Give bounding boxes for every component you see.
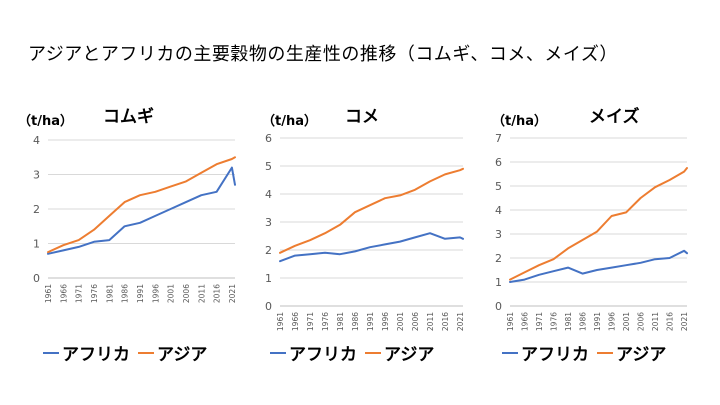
legend-label-asia: アジア	[157, 345, 208, 365]
y-tick-label: 5	[495, 180, 502, 193]
x-tick-label: 1986	[351, 312, 360, 331]
rice-chart-panel: （t/ha） コメ 0 1 2 3 4 5 6 1961 1966 1971 1976 1981 198…	[250, 100, 480, 400]
x-tick-label: 2016	[213, 284, 222, 303]
x-tick-label: 1971	[306, 312, 315, 331]
y-tick-label: 1	[33, 238, 40, 251]
series-line-africa	[279, 232, 464, 263]
x-tick-label: 2011	[426, 312, 435, 331]
y-tick-label: 2	[33, 203, 40, 216]
series-line-asia	[47, 156, 236, 254]
page-title: アジアとアフリカの主要穀物の生産性の推移（コムギ、コメ、メイズ）	[28, 44, 618, 65]
legend: アフリカ アジア	[270, 340, 442, 365]
x-tick-label: 1976	[90, 284, 99, 303]
legend-label-asia: アジア	[384, 345, 435, 365]
y-tick-label: 3	[265, 216, 272, 229]
chart-title: メイズ	[589, 107, 640, 127]
x-tick-label: 1961	[44, 284, 53, 303]
y-tick-label: 1	[495, 276, 502, 289]
chart-title: コメ	[345, 107, 379, 127]
legend-label-africa: アフリカ	[289, 345, 357, 365]
legend-swatch-asia	[138, 351, 154, 354]
x-tick-label: 2001	[396, 312, 405, 331]
legend-label-asia: アジア	[616, 345, 667, 365]
y-unit-label: （t/ha）	[492, 114, 547, 129]
rice-chart: 0 1 2 3 4 5 6 1961 1966 1971 1976 1981 1986 1991 1996 2…	[265, 132, 465, 331]
y-unit-label: （t/ha）	[18, 114, 73, 129]
legend-swatch-asia	[365, 351, 381, 354]
x-tick-label: 2006	[182, 284, 191, 303]
x-tick-label: 1961	[506, 312, 515, 331]
y-tick-label: 2	[495, 252, 502, 265]
x-tick-label: 1991	[593, 312, 602, 331]
y-tick-label: 5	[265, 160, 272, 173]
series-line-asia	[279, 167, 464, 254]
legend-swatch-africa	[270, 351, 286, 354]
x-tick-label: 1971	[75, 284, 84, 303]
x-tick-label: 1981	[105, 284, 114, 303]
y-tick-label: 0	[265, 300, 272, 313]
legend: アフリカ アジア	[43, 340, 215, 365]
x-tick-label: 1966	[291, 312, 300, 331]
x-tick-label: 2021	[456, 312, 465, 331]
x-tick-label: 1991	[366, 312, 375, 331]
x-tick-label: 2016	[666, 312, 675, 331]
y-tick-label: 6	[265, 132, 272, 145]
series-line-africa	[47, 166, 236, 255]
y-tick-label: 2	[265, 244, 272, 257]
y-tick-label: 0	[33, 272, 40, 285]
x-tick-label: 1991	[136, 284, 145, 303]
x-tick-label: 2016	[441, 312, 450, 331]
legend: アフリカ アジア	[502, 340, 674, 365]
y-tick-label: 3	[495, 228, 502, 241]
x-tick-label: 1971	[535, 312, 544, 331]
x-tick-label: 1966	[521, 312, 530, 331]
legend-label-africa: アフリカ	[521, 345, 589, 365]
x-tick-label: 2011	[197, 284, 206, 303]
series-line-asia	[509, 167, 688, 281]
series-line-africa	[509, 249, 688, 283]
x-tick-label: 2006	[411, 312, 420, 331]
x-tick-label: 1986	[579, 312, 588, 331]
x-tick-label: 1976	[321, 312, 330, 331]
y-tick-label: 6	[495, 156, 502, 169]
wheat-chart: 0 1 2 3 4 1961 1966 1971 1976 1981 1986 1991 1996 200…	[33, 134, 237, 303]
x-tick-label: 1986	[121, 284, 130, 303]
legend-swatch-africa	[43, 351, 59, 354]
legend-swatch-asia	[597, 351, 613, 354]
x-tick-label: 2011	[651, 312, 660, 331]
x-tick-label: 2006	[637, 312, 646, 331]
y-tick-label: 4	[33, 134, 40, 147]
legend-swatch-africa	[502, 351, 518, 354]
x-tick-label: 1976	[550, 312, 559, 331]
chart-title: コムギ	[103, 107, 154, 127]
x-tick-label: 1981	[564, 312, 573, 331]
x-tick-label: 1966	[59, 284, 68, 303]
y-unit-label: （t/ha）	[262, 114, 317, 129]
x-tick-label: 2021	[228, 284, 237, 303]
x-tick-label: 1996	[608, 312, 617, 331]
x-tick-label: 1961	[276, 312, 285, 331]
x-tick-label: 2001	[622, 312, 631, 331]
wheat-chart-panel: （t/ha） コムギ 0 1 2 3 4 1961 1966 1971 1976 1981 1986…	[18, 100, 248, 400]
y-tick-label: 7	[495, 132, 502, 145]
maize-chart: 0 1 2 3 4 5 6 7 1961 1966 1971 1976 1981 1986 1991 1996…	[495, 132, 689, 331]
y-tick-label: 1	[265, 272, 272, 285]
x-tick-label: 1996	[381, 312, 390, 331]
y-tick-label: 4	[495, 204, 502, 217]
legend-label-africa: アフリカ	[62, 345, 130, 365]
x-tick-label: 2001	[167, 284, 176, 303]
x-tick-label: 1981	[336, 312, 345, 331]
maize-chart-panel: （t/ha） メイズ 0 1 2 3 4 5 6 7 1961 1966 1971 1976 1981 1…	[482, 100, 712, 400]
y-tick-label: 4	[265, 188, 272, 201]
y-tick-label: 3	[33, 169, 40, 182]
y-tick-label: 0	[495, 300, 502, 313]
x-tick-label: 2021	[680, 312, 689, 331]
x-tick-label: 1996	[151, 284, 160, 303]
